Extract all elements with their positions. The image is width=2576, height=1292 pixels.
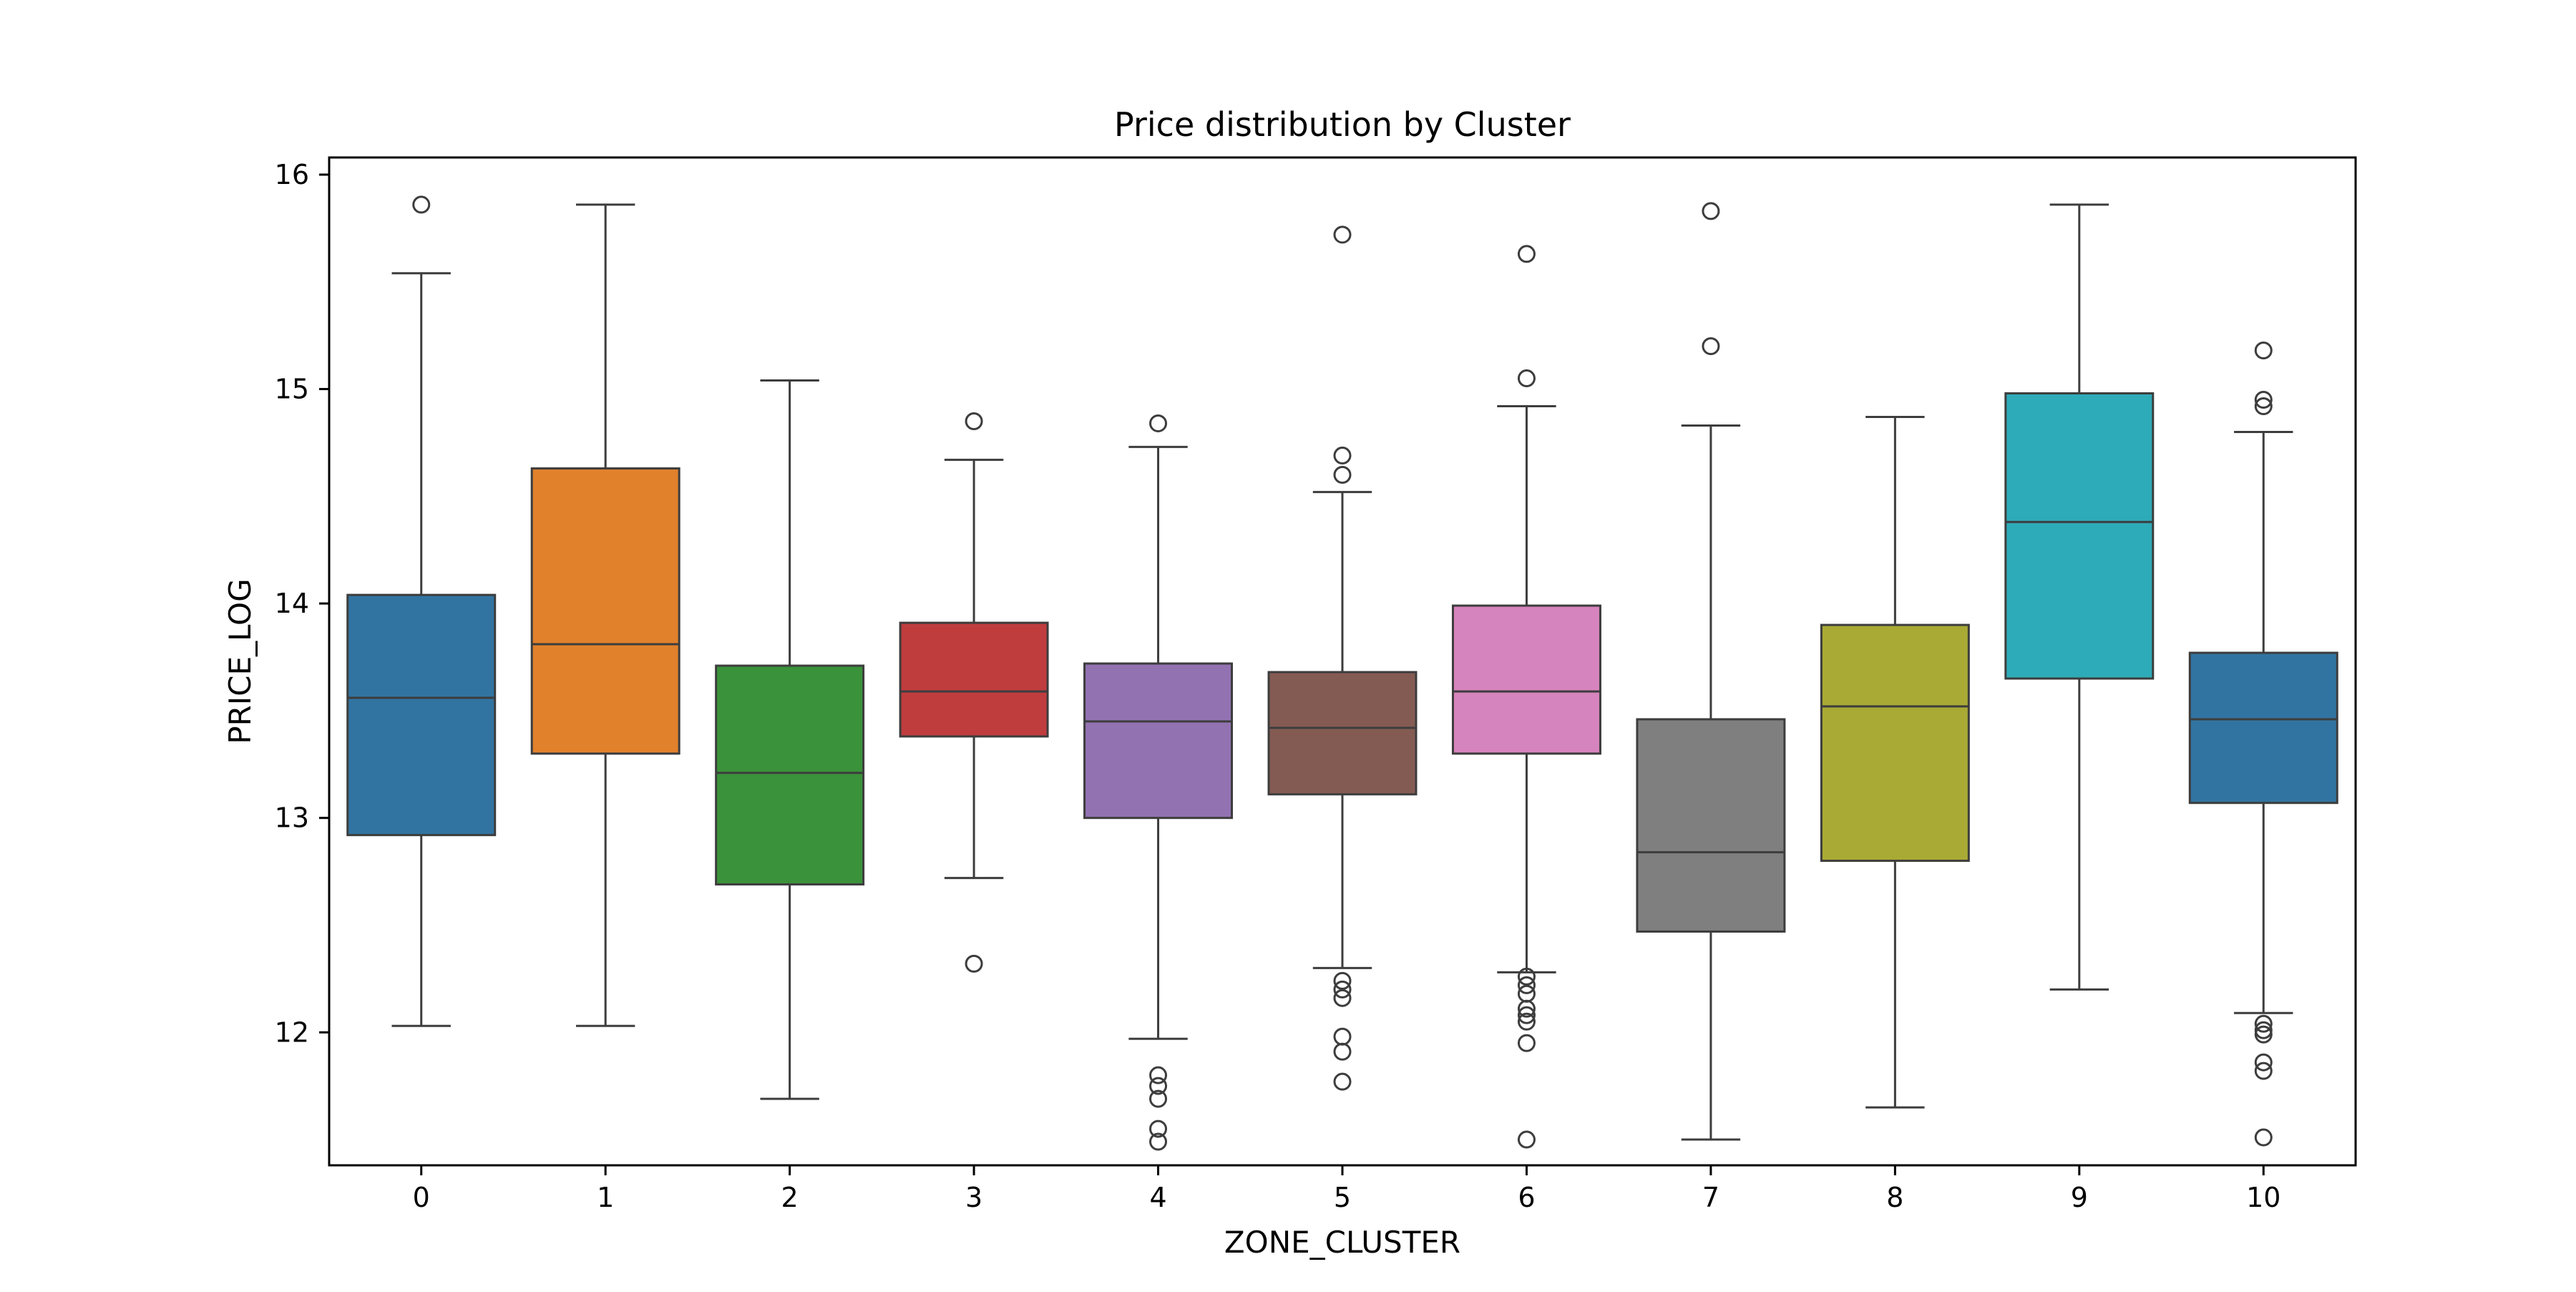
box-group-6 — [1451, 245, 1601, 1149]
plot-area — [346, 195, 2338, 1151]
outlier-point — [1517, 1012, 1536, 1031]
outlier-point — [412, 195, 431, 214]
outlier-point — [1702, 202, 1720, 220]
box-6 — [1451, 604, 1601, 755]
y-tick-label: 13 — [275, 802, 309, 834]
outlier-point — [1333, 446, 1352, 465]
x-tick-label: 6 — [1518, 1182, 1535, 1213]
outlier-point — [1149, 1077, 1168, 1095]
y-tick-label: 12 — [275, 1016, 309, 1048]
outlier-point — [2254, 1025, 2273, 1044]
outlier-point — [1517, 1034, 1536, 1052]
outlier-point — [965, 412, 983, 430]
outlier-point — [1333, 1072, 1352, 1091]
outlier-point — [2254, 1021, 2273, 1039]
outlier-point — [1149, 1066, 1168, 1084]
y-axis-label: PRICE_LOG — [223, 578, 258, 744]
box-group-7 — [1636, 202, 1786, 1141]
outlier-point — [2254, 1128, 2273, 1147]
outlier-point — [2254, 1053, 2273, 1072]
outlier-point — [2254, 1014, 2273, 1033]
box-8 — [1820, 623, 1970, 863]
outlier-point — [1149, 1132, 1168, 1151]
outlier-point — [1333, 989, 1352, 1007]
y-tick-label: 14 — [275, 588, 309, 619]
x-tick-label: 4 — [1149, 1182, 1166, 1213]
box-group-5 — [1267, 225, 1418, 1091]
outlier-point — [1517, 1006, 1536, 1024]
x-tick-label: 10 — [2246, 1182, 2280, 1213]
box-9 — [2004, 392, 2155, 680]
x-tick-label: 3 — [965, 1182, 982, 1213]
outlier-point — [2254, 1062, 2273, 1080]
x-tick-label: 0 — [413, 1182, 430, 1213]
x-axis: 0 1 2 3 4 5 6 7 8 9 10 — [413, 1165, 2280, 1213]
outlier-point — [1149, 1089, 1168, 1108]
y-tick-label: 15 — [275, 374, 309, 405]
outlier-point — [2254, 397, 2273, 416]
outlier-point — [2254, 391, 2273, 409]
box-group-9 — [2004, 203, 2155, 991]
x-tick-label: 8 — [1886, 1182, 1903, 1213]
outlier-point — [1517, 999, 1536, 1018]
x-tick-label: 5 — [1334, 1182, 1351, 1213]
x-tick-label: 2 — [781, 1182, 799, 1213]
box-3 — [899, 621, 1049, 738]
outlier-point — [1149, 1119, 1168, 1138]
x-tick-label: 1 — [597, 1182, 614, 1213]
x-tick-label: 7 — [1702, 1182, 1719, 1213]
box-4 — [1083, 662, 1234, 820]
outlier-point — [1517, 967, 1536, 986]
outlier-point — [2254, 341, 2273, 360]
outlier-point — [1702, 337, 1720, 356]
box-0 — [346, 593, 497, 837]
box-group-2 — [715, 379, 865, 1100]
y-tick-label: 16 — [275, 159, 309, 190]
outlier-point — [1333, 971, 1352, 990]
box-group-10 — [2188, 341, 2338, 1147]
y-axis: 12 13 14 15 16 — [275, 159, 329, 1048]
x-tick-label: 9 — [2071, 1182, 2088, 1213]
outlier-point — [1517, 245, 1536, 263]
box-7 — [1636, 718, 1786, 933]
outlier-point — [1333, 1042, 1352, 1061]
box-group-3 — [899, 412, 1049, 973]
outlier-point — [1517, 369, 1536, 388]
box-group-4 — [1083, 414, 1234, 1151]
box-1 — [530, 467, 680, 755]
chart-title: Price distribution by Cluster — [1114, 105, 1571, 144]
box-10 — [2188, 651, 2338, 805]
outlier-point — [1333, 225, 1352, 244]
box-group-1 — [530, 203, 680, 1027]
box-5 — [1267, 671, 1418, 796]
outlier-point — [1517, 1130, 1536, 1149]
outlier-point — [1517, 976, 1536, 994]
box-2 — [715, 664, 865, 886]
outlier-point — [965, 954, 983, 973]
box-group-0 — [346, 195, 497, 1027]
x-axis-label: ZONE_CLUSTER — [1224, 1225, 1460, 1260]
outlier-point — [1149, 414, 1168, 432]
box-group-8 — [1820, 415, 1970, 1109]
outlier-point — [1333, 980, 1352, 999]
outlier-point — [1333, 465, 1352, 484]
